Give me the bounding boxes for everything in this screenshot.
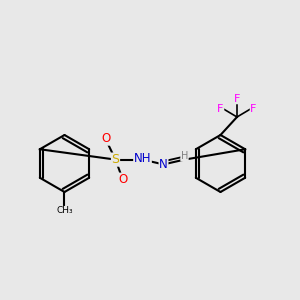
Text: NH: NH <box>134 152 151 165</box>
Text: N: N <box>159 158 168 172</box>
Text: H: H <box>181 151 188 161</box>
Text: F: F <box>234 94 240 104</box>
Text: F: F <box>217 103 224 114</box>
Text: S: S <box>112 153 119 166</box>
Text: O: O <box>101 132 110 145</box>
Text: O: O <box>118 173 127 186</box>
Text: CH₃: CH₃ <box>56 206 73 215</box>
Text: F: F <box>250 103 257 114</box>
